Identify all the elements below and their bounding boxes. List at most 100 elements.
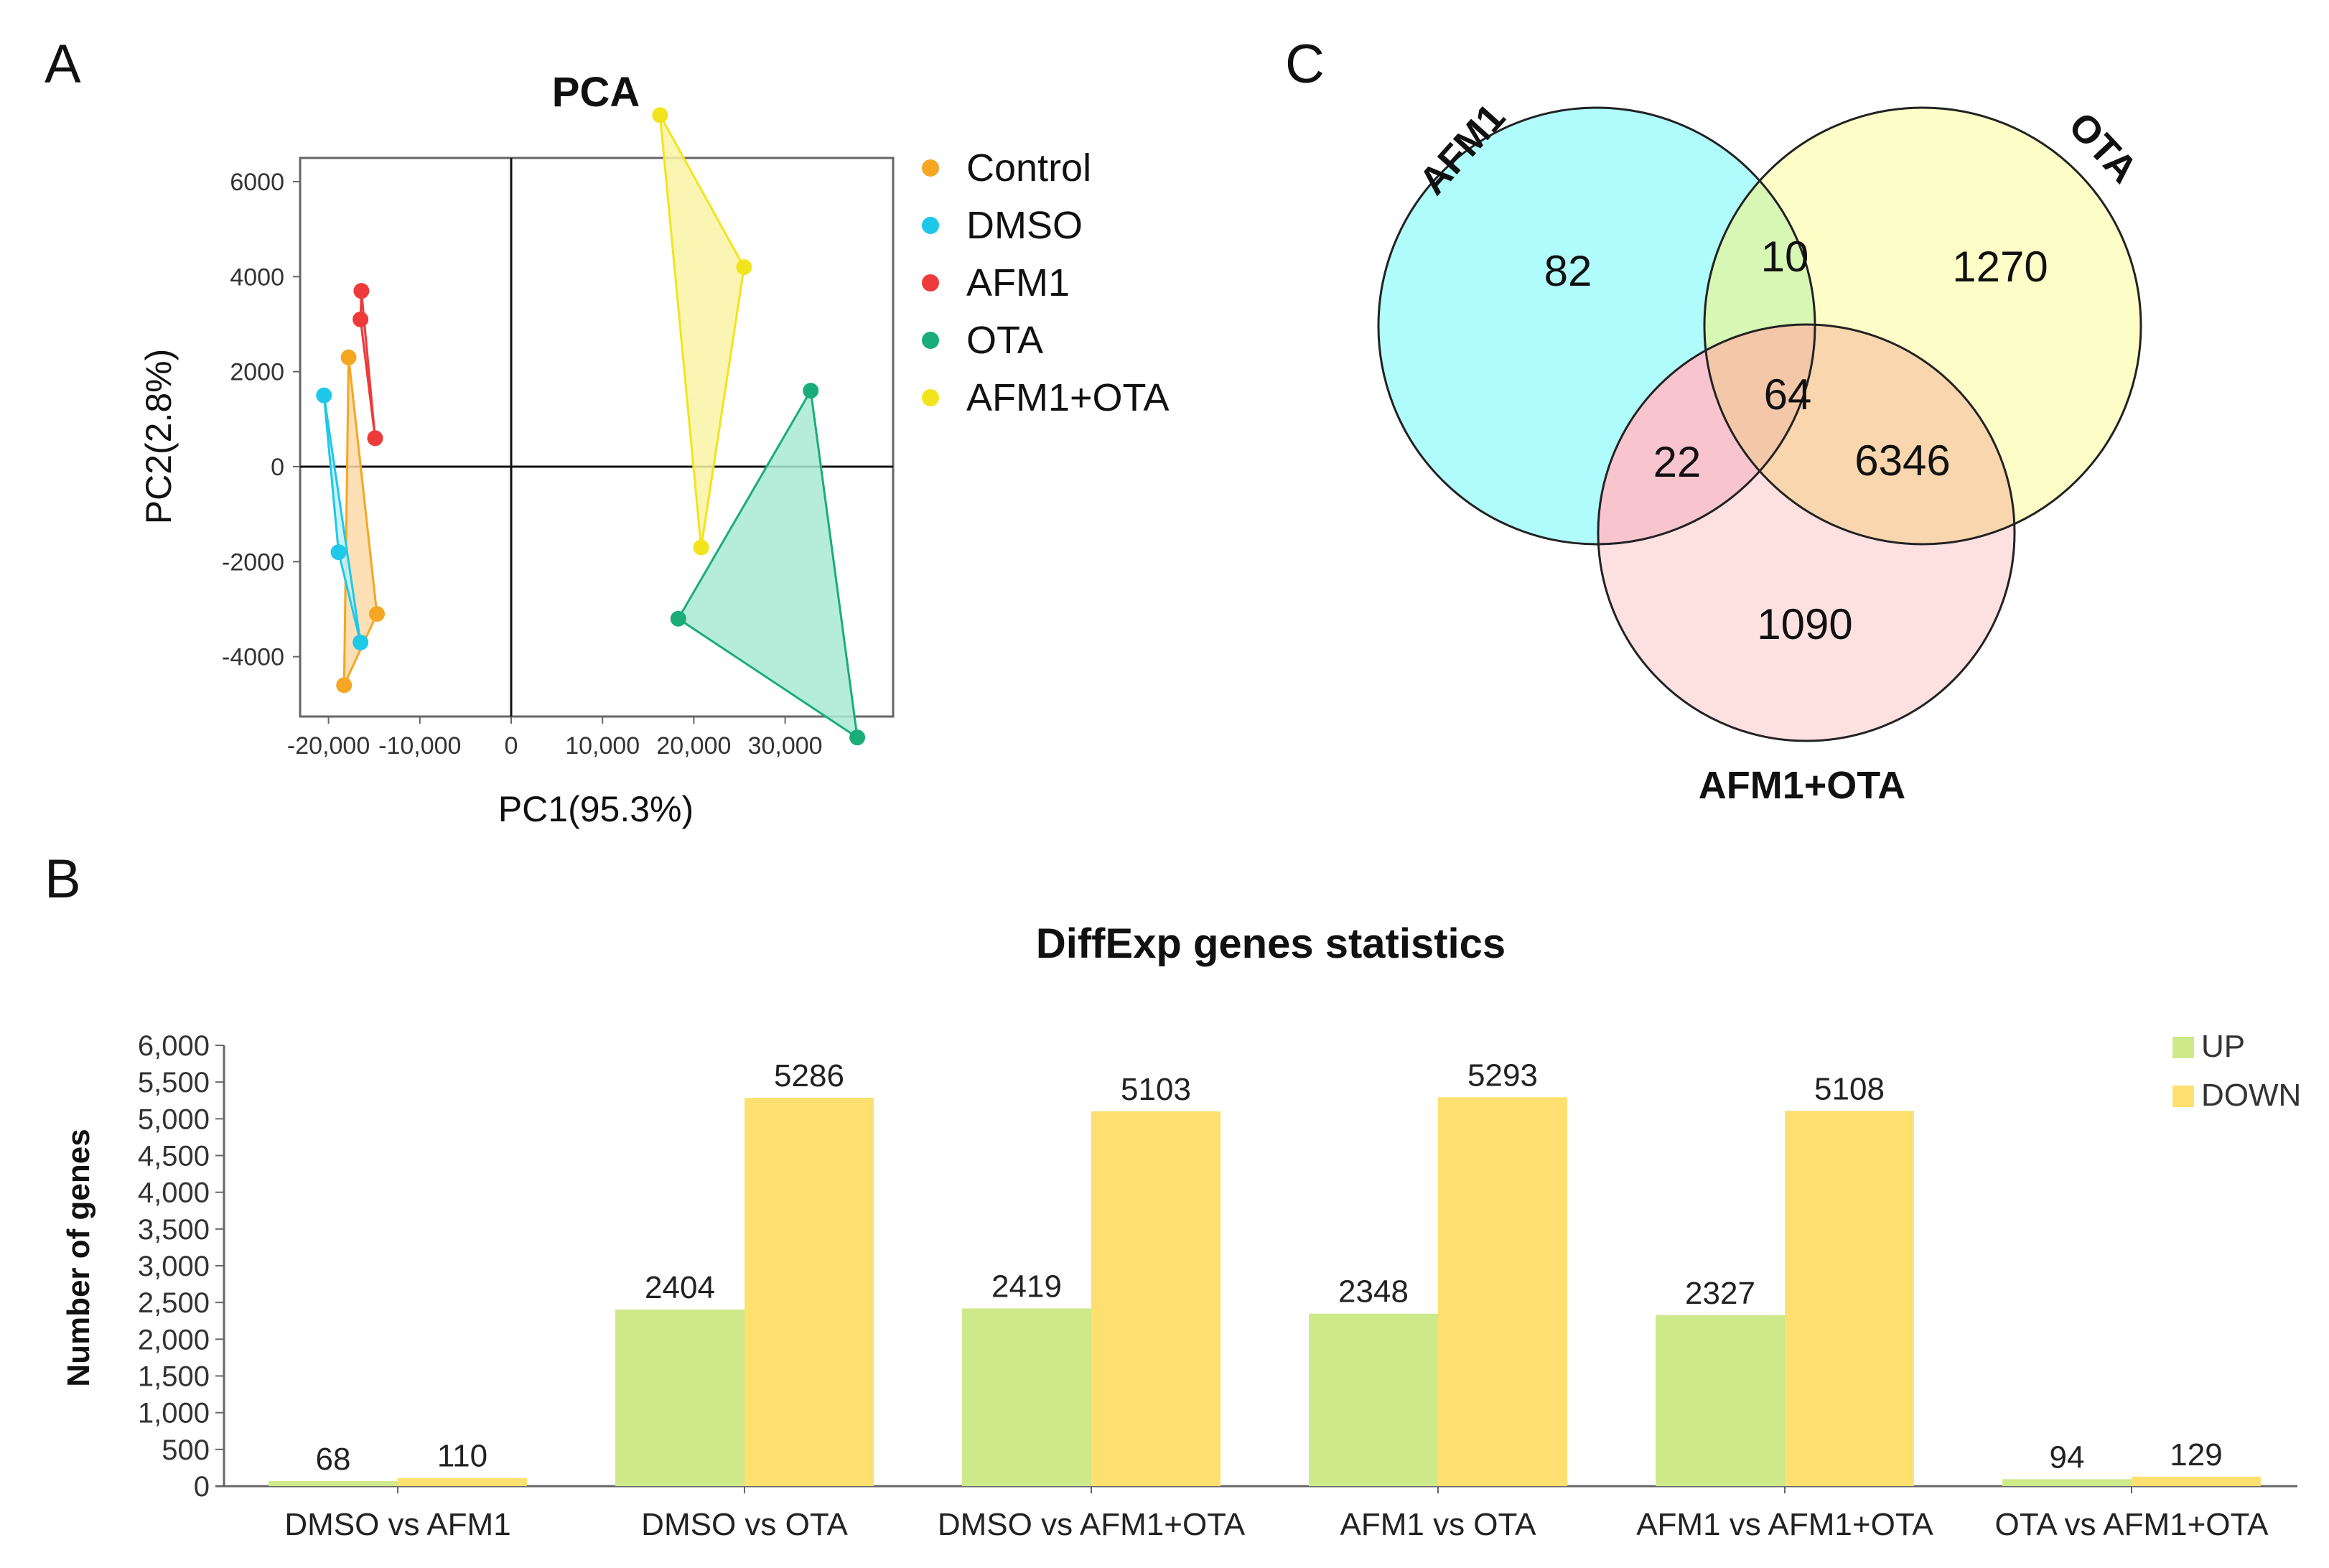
bar-y-tick-label: 6,000 bbox=[138, 1030, 210, 1062]
pca-x-tick-label: -10,000 bbox=[378, 732, 461, 760]
pca-point-afm1 bbox=[367, 430, 383, 447]
pca-point-afm1 bbox=[353, 311, 369, 327]
venn-count-ota-only: 1270 bbox=[1952, 243, 2048, 291]
bar-y-tick-label: 2,000 bbox=[138, 1324, 210, 1355]
pca-hull-afm1-plus-ota bbox=[658, 114, 745, 548]
pca-legend: Control DMSO AFM1 OTA AFM1+OTA bbox=[922, 146, 1170, 419]
pca-y-tick-label: 0 bbox=[271, 454, 284, 481]
bar-legend-swatch-up bbox=[2172, 1037, 2194, 1058]
bar-category-labels: DMSO vs AFM1 DMSO vs OTA DMSO vs AFM1+OTA A… bbox=[284, 1486, 2269, 1542]
bar-value-label: 94 bbox=[2050, 1439, 2085, 1475]
pca-x-tick-label: -20,000 bbox=[287, 732, 370, 760]
bar-value-label: 5293 bbox=[1467, 1058, 1538, 1093]
bar-down-afm1-vs-ota bbox=[1438, 1097, 1567, 1486]
pca-group-ota bbox=[670, 383, 866, 746]
bar-up-ota-vs-afm1-plus-ota bbox=[2002, 1479, 2132, 1486]
pca-point-dmso bbox=[316, 387, 332, 403]
pca-legend-label-dmso: DMSO bbox=[966, 204, 1083, 247]
bar-y-tick-label: 0 bbox=[194, 1471, 210, 1503]
pca-x-tick-label: 10,000 bbox=[565, 732, 640, 760]
pca-chart: PCA -20,000 -10,000 0 10,000 20,000 30,000 -4… bbox=[139, 69, 1170, 829]
bar-group-ota-vs-afm1-plus-ota: 94 129 bbox=[2002, 1437, 2261, 1486]
pca-y-ticks: -4000 -2000 0 2000 4000 6000 bbox=[222, 169, 300, 671]
pca-legend-marker-afm1-plus-ota bbox=[922, 389, 939, 406]
bar-legend-label-down: DOWN bbox=[2201, 1078, 2301, 1113]
pca-point-control bbox=[340, 349, 357, 365]
pca-x-ticks: -20,000 -10,000 0 10,000 20,000 30,000 bbox=[287, 717, 823, 760]
bar-up-dmso-vs-afm1 bbox=[269, 1481, 398, 1486]
pca-point-ota bbox=[849, 729, 866, 746]
bar-value-label: 110 bbox=[437, 1439, 487, 1474]
venn-count-all-three: 64 bbox=[1764, 370, 1812, 419]
bar-y-tick-label: 1,500 bbox=[138, 1361, 210, 1393]
bar-y-tick-label: 3,000 bbox=[138, 1251, 210, 1282]
pca-legend-label-control: Control bbox=[966, 146, 1091, 190]
bar-up-dmso-vs-ota bbox=[615, 1309, 745, 1486]
bar-category-label: DMSO vs OTA bbox=[641, 1507, 848, 1542]
bar-y-tick-label: 3,500 bbox=[138, 1214, 210, 1246]
bar-value-label: 5103 bbox=[1121, 1072, 1191, 1107]
bar-y-tick-label: 5,000 bbox=[138, 1103, 210, 1135]
pca-point-ota bbox=[670, 610, 686, 627]
pca-hull-dmso bbox=[322, 395, 362, 643]
pca-legend-marker-afm1 bbox=[922, 274, 939, 291]
bar-legend-swatch-down bbox=[2172, 1086, 2194, 1107]
bar-group-dmso-vs-ota: 2404 5286 bbox=[615, 1058, 874, 1486]
pca-point-dmso bbox=[353, 634, 369, 650]
bar-category-label: DMSO vs AFM1+OTA bbox=[938, 1507, 1246, 1542]
bar-y-tick-label: 4,000 bbox=[138, 1177, 210, 1209]
bar-value-label: 2404 bbox=[645, 1270, 715, 1305]
venn-outline-afm1 bbox=[1377, 106, 1816, 546]
pca-x-tick-label: 0 bbox=[505, 732, 518, 760]
pca-hull-afm1 bbox=[359, 291, 376, 439]
bar-down-dmso-vs-afm1 bbox=[398, 1478, 527, 1486]
bar-group-dmso-vs-afm1-plus-ota: 2419 5103 bbox=[962, 1072, 1220, 1486]
pca-hull-ota bbox=[676, 387, 859, 740]
pca-plot-frame bbox=[299, 157, 895, 718]
bar-value-label: 2327 bbox=[1685, 1276, 1755, 1311]
pca-group-afm1-plus-ota bbox=[652, 107, 752, 556]
pca-y-tick-label: 2000 bbox=[230, 359, 284, 386]
pca-y-tick-label: -2000 bbox=[222, 549, 284, 576]
venn-outline-ota bbox=[1703, 106, 2142, 546]
venn-count-afm1-ota: 10 bbox=[1761, 233, 1809, 281]
pca-group-afm1 bbox=[353, 283, 383, 447]
venn-outline-afm1-ota bbox=[1597, 323, 2016, 742]
bar-value-label: 2419 bbox=[991, 1269, 1062, 1304]
venn-set-label-afm1-ota: AFM1+OTA bbox=[1699, 764, 1906, 807]
bar-value-label: 129 bbox=[2170, 1437, 2222, 1473]
bar-category-label: AFM1 vs OTA bbox=[1340, 1507, 1537, 1542]
bar-value-label: 2348 bbox=[1338, 1274, 1409, 1310]
pca-title: PCA bbox=[552, 69, 640, 116]
bar-category-label: AFM1 vs AFM1+OTA bbox=[1636, 1507, 1933, 1542]
bar-up-afm1-vs-ota bbox=[1309, 1313, 1438, 1486]
pca-legend-marker-dmso bbox=[922, 217, 939, 234]
venn-count-ota-combo: 6346 bbox=[1854, 437, 1950, 485]
bar-group-afm1-vs-ota: 2348 5293 bbox=[1309, 1058, 1567, 1486]
bar-legend: UP DOWN bbox=[2172, 1029, 2301, 1113]
bar-up-afm1-vs-afm1-plus-ota bbox=[1656, 1315, 1785, 1486]
venn-count-afm1-combo: 22 bbox=[1653, 438, 1702, 486]
pca-point-afm1-plus-ota bbox=[693, 539, 709, 556]
bar-value-label: 5286 bbox=[774, 1058, 844, 1093]
venn-diagram: 82 10 1270 64 22 6346 1090 AFM1 OTA AFM1… bbox=[1377, 95, 2146, 807]
pca-point-afm1 bbox=[353, 283, 370, 299]
pca-point-dmso bbox=[330, 544, 347, 561]
pca-legend-label-ota: OTA bbox=[966, 319, 1043, 362]
bar-value-label: 5108 bbox=[1814, 1071, 1885, 1106]
bar-groups: 68 110 2404 5286 2419 5103 2348 5293 2327 5108 94 1… bbox=[269, 1058, 2261, 1486]
bar-y-tick-label: 5,500 bbox=[138, 1067, 210, 1098]
pca-x-axis-label: PC1(95.3%) bbox=[498, 789, 694, 829]
bar-group-dmso-vs-afm1: 68 110 bbox=[269, 1439, 527, 1486]
bar-y-axis-label: Number of genes bbox=[61, 1129, 96, 1386]
bar-down-dmso-vs-afm1-plus-ota bbox=[1091, 1111, 1220, 1486]
pca-point-ota bbox=[803, 383, 819, 399]
pca-legend-label-afm1-plus-ota: AFM1+OTA bbox=[966, 376, 1170, 419]
pca-point-afm1-plus-ota bbox=[652, 107, 668, 123]
pca-x-tick-label: 30,000 bbox=[748, 732, 823, 760]
bar-down-ota-vs-afm1-plus-ota bbox=[2132, 1476, 2261, 1486]
bar-y-ticks: 0 500 1,000 1,500 2,000 2,500 3,000 3,500 4,000 4… bbox=[138, 1030, 224, 1503]
panel-letter-a: A bbox=[45, 34, 81, 95]
pca-legend-marker-control bbox=[922, 159, 939, 177]
bar-up-dmso-vs-afm1-plus-ota bbox=[962, 1308, 1091, 1486]
